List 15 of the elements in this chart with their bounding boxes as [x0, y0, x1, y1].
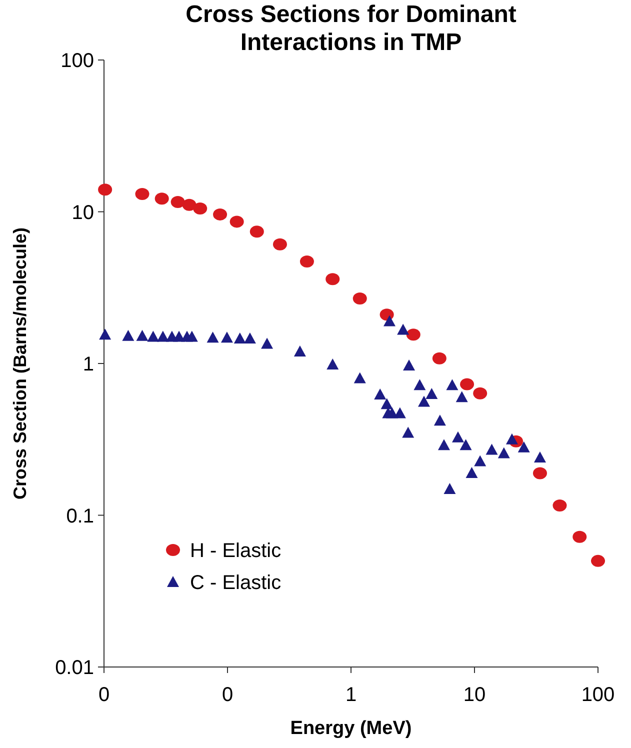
y-tick-label: 10: [72, 202, 94, 224]
y-tick-label: 100: [60, 50, 94, 72]
x-tick-label: 0: [222, 684, 234, 706]
y-tick-label: 0.1: [66, 505, 94, 528]
legend-label: H - Elastic: [190, 540, 282, 562]
y-tick-label: 0.01: [55, 657, 94, 679]
x-tick-label: 1: [345, 684, 357, 706]
x-tick-label: 10: [463, 684, 486, 706]
x-tick-label: 0: [98, 684, 110, 706]
x-tick-label: 100: [581, 684, 615, 706]
chart-title: Cross Sections for Dominant Interactions in TMP: [186, 1, 516, 56]
x-axis-title: Energy (MeV): [290, 718, 412, 739]
y-axis-title: Cross Section (Barns/molecule): [10, 227, 30, 500]
legend-label: C - Elastic: [190, 572, 282, 594]
y-tick-label: 1: [82, 354, 94, 376]
